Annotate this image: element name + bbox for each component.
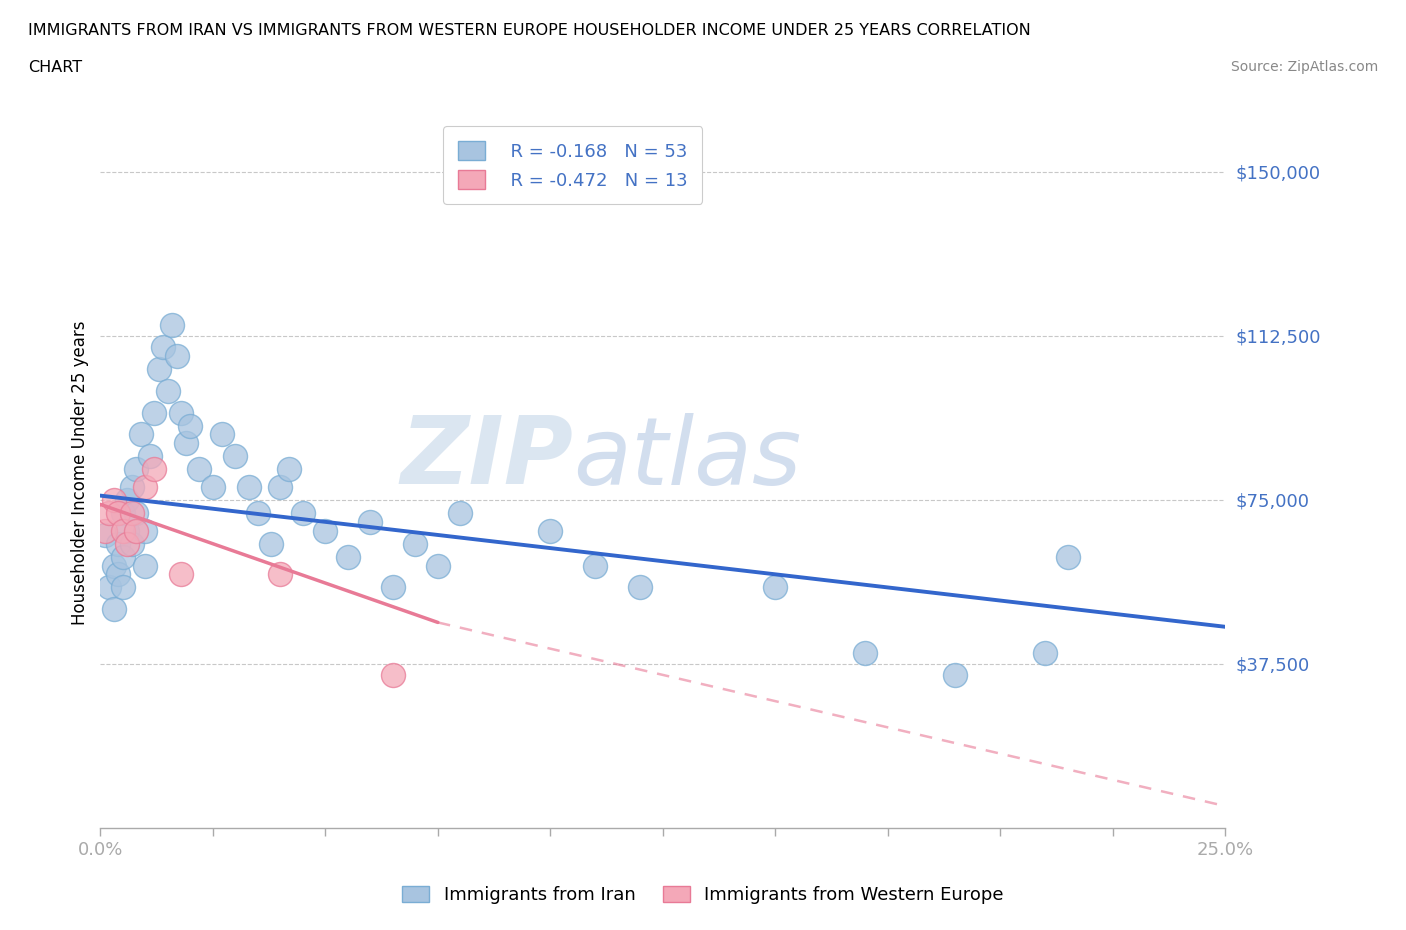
Point: [98, 506, 121, 521]
Point: [107, 567, 129, 582]
Text: IMMIGRANTS FROM IRAN VS IMMIGRANTS FROM WESTERN EUROPE HOUSEHOLDER INCOME UNDER : IMMIGRANTS FROM IRAN VS IMMIGRANTS FROM …: [28, 23, 1031, 38]
Point: [111, 524, 134, 538]
Point: [1035, 645, 1057, 660]
Point: [179, 418, 201, 433]
Point: [111, 550, 134, 565]
Point: [359, 514, 381, 529]
Point: [314, 524, 336, 538]
Point: [134, 558, 156, 573]
Point: [238, 480, 260, 495]
Point: [538, 524, 561, 538]
Point: [278, 462, 301, 477]
Text: ZIP: ZIP: [401, 412, 572, 504]
Point: [765, 580, 787, 595]
Point: [111, 506, 134, 521]
Point: [107, 537, 129, 551]
Point: [166, 348, 188, 363]
Point: [117, 537, 139, 551]
Point: [201, 480, 224, 495]
Point: [260, 537, 283, 551]
Point: [336, 550, 359, 565]
Point: [583, 558, 606, 573]
Point: [125, 524, 148, 538]
Text: Source: ZipAtlas.com: Source: ZipAtlas.com: [1230, 60, 1378, 74]
Point: [1057, 550, 1080, 565]
Point: [94, 527, 117, 542]
Point: [449, 506, 471, 521]
Point: [125, 462, 148, 477]
Point: [291, 506, 314, 521]
Point: [129, 427, 152, 442]
Text: atlas: atlas: [572, 413, 801, 504]
Text: CHART: CHART: [28, 60, 82, 75]
Point: [381, 580, 404, 595]
Point: [111, 580, 134, 595]
Point: [162, 318, 184, 333]
Point: [125, 506, 148, 521]
Point: [134, 524, 156, 538]
Point: [174, 435, 197, 450]
Point: [152, 339, 174, 354]
Point: [143, 405, 166, 420]
Point: [103, 558, 125, 573]
Point: [107, 506, 129, 521]
Point: [117, 524, 139, 538]
Point: [121, 506, 143, 521]
Point: [628, 580, 651, 595]
Point: [134, 480, 156, 495]
Point: [404, 537, 426, 551]
Point: [121, 480, 143, 495]
Legend: Immigrants from Iran, Immigrants from Western Europe: Immigrants from Iran, Immigrants from We…: [395, 879, 1011, 911]
Point: [156, 383, 179, 398]
Point: [103, 493, 125, 508]
Point: [855, 645, 877, 660]
Point: [94, 524, 117, 538]
Point: [170, 405, 193, 420]
Point: [211, 427, 233, 442]
Point: [117, 493, 139, 508]
Point: [224, 449, 246, 464]
Point: [269, 567, 291, 582]
Point: [246, 506, 269, 521]
Legend:   R = -0.168   N = 53,   R = -0.472   N = 13: R = -0.168 N = 53, R = -0.472 N = 13: [443, 126, 703, 204]
Y-axis label: Householder Income Under 25 years: Householder Income Under 25 years: [72, 321, 89, 625]
Point: [148, 362, 170, 377]
Point: [381, 668, 404, 683]
Point: [188, 462, 211, 477]
Point: [170, 567, 193, 582]
Point: [103, 602, 125, 617]
Point: [98, 580, 121, 595]
Point: [945, 668, 967, 683]
Point: [426, 558, 449, 573]
Point: [139, 449, 162, 464]
Point: [269, 480, 291, 495]
Point: [143, 462, 166, 477]
Point: [121, 537, 143, 551]
